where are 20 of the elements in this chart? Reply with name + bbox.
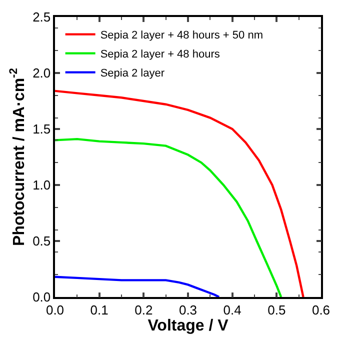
x-tick-label: 0.1 <box>90 302 108 318</box>
y-tick-label: 0.5 <box>32 234 51 249</box>
x-tick-label: 0.2 <box>134 302 153 318</box>
x-tick-label: 0.5 <box>268 302 286 318</box>
legend-label: Sepia 2 layer + 48 hours <box>100 48 220 61</box>
line-series <box>55 138 282 297</box>
y-tick-label: 1.5 <box>32 122 51 137</box>
legend-label: Sepia 2 layer <box>100 68 165 80</box>
legend-label: Sepia 2 layer + 48 hours + 50 nm <box>100 30 263 42</box>
y-tick-label: 2.0 <box>32 66 51 81</box>
x-tick-label: 0.3 <box>178 302 198 318</box>
line-series <box>55 276 220 297</box>
y-tick-label: 2.5 <box>32 10 51 25</box>
y-tick-label: 1.0 <box>32 178 51 193</box>
x-axis-title: Voltage / V <box>148 317 229 334</box>
x-tick-label: 0.4 <box>223 302 242 318</box>
line-series <box>55 90 304 297</box>
x-tick-label: 0.6 <box>312 302 330 318</box>
x-tick-label: 0.0 <box>46 302 64 318</box>
y-tick-label: 0.0 <box>32 290 51 305</box>
